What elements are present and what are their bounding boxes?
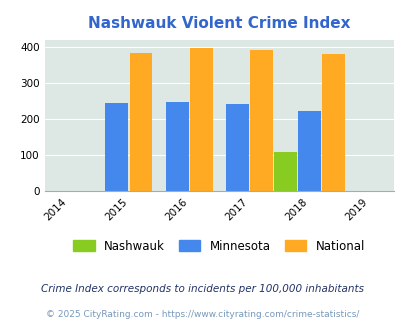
- Bar: [165, 102, 188, 191]
- Bar: [129, 53, 152, 191]
- Bar: [225, 104, 248, 191]
- Bar: [249, 50, 272, 191]
- Legend: Nashwauk, Minnesota, National: Nashwauk, Minnesota, National: [73, 240, 364, 253]
- Text: © 2025 CityRating.com - https://www.cityrating.com/crime-statistics/: © 2025 CityRating.com - https://www.city…: [46, 311, 359, 319]
- Bar: [273, 152, 296, 191]
- Bar: [322, 54, 344, 191]
- Bar: [189, 48, 212, 191]
- Bar: [105, 103, 128, 191]
- Bar: [297, 111, 320, 191]
- Title: Nashwauk Violent Crime Index: Nashwauk Violent Crime Index: [88, 16, 350, 31]
- Text: Crime Index corresponds to incidents per 100,000 inhabitants: Crime Index corresponds to incidents per…: [41, 284, 364, 294]
